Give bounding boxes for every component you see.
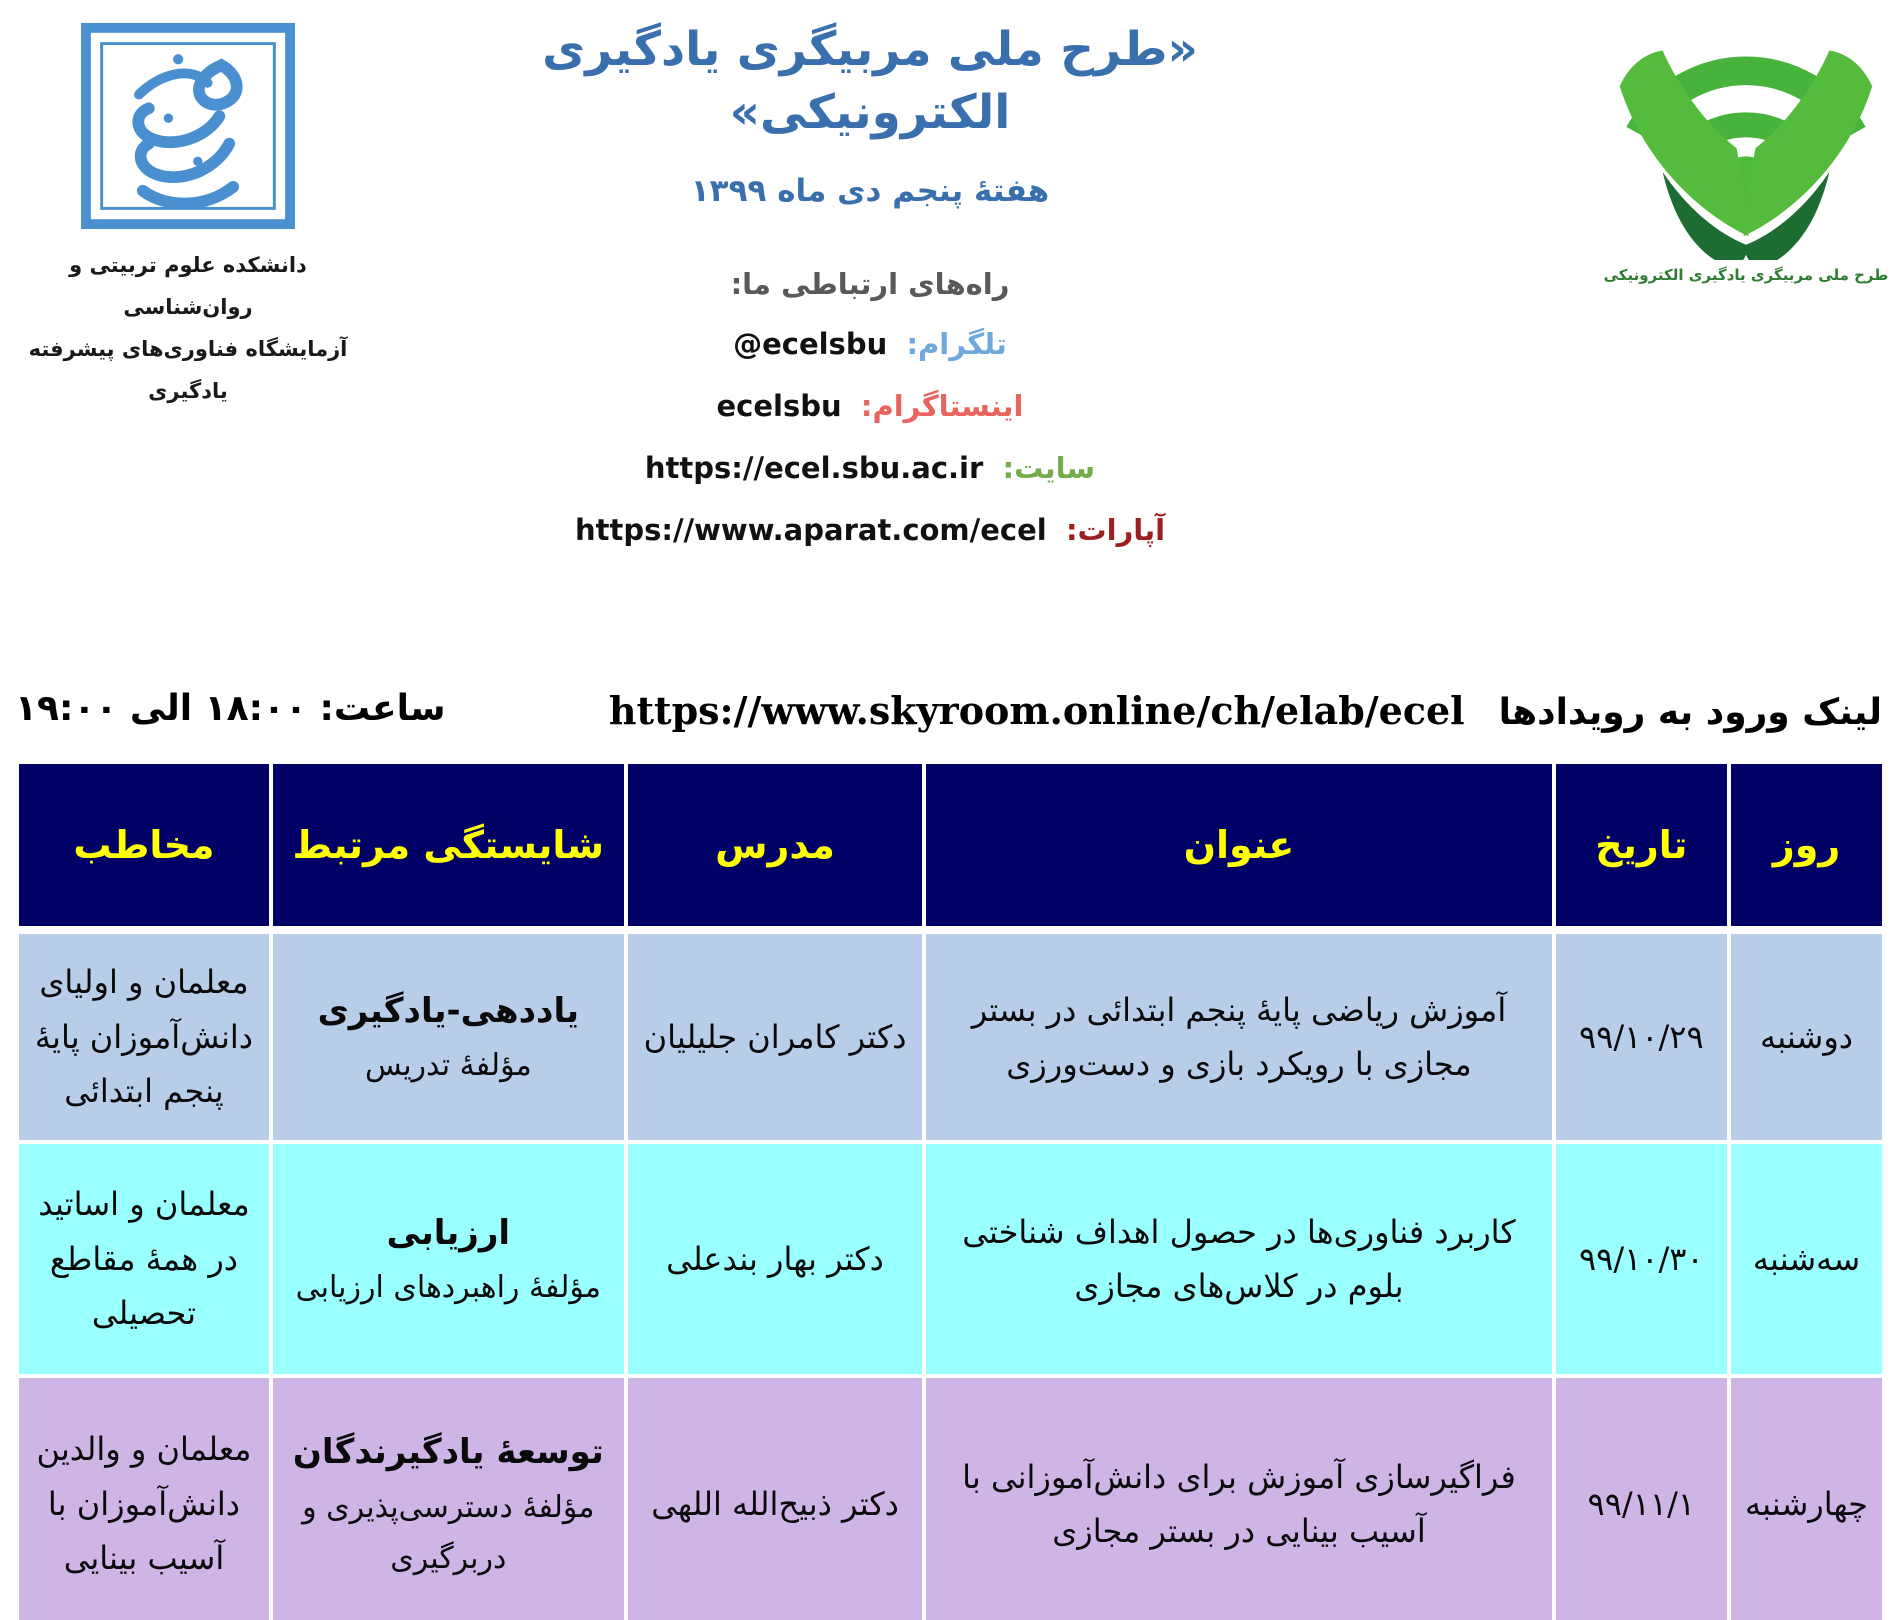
cell-date: ۹۹/۱۰/۳۰ <box>1551 1140 1732 1378</box>
university-logo <box>81 22 295 230</box>
program-logo-block: طرح ملی مربیگری یادگیری الکترونیکی <box>1598 10 1894 284</box>
telegram-handle[interactable]: @ecelsbu <box>733 326 888 361</box>
contact-section: راه‌های ارتباطی ما: تلگرام: @ecelsbu این… <box>400 267 1340 547</box>
header-row: روز تاریخ عنوان مدرس شایستگی مرتبط مخاطب <box>15 760 1886 934</box>
telegram-label: تلگرام: <box>906 326 1007 361</box>
events-link-label: لینک ورود به رویدادها <box>1498 692 1882 733</box>
website-url[interactable]: https://ecel.sbu.ac.ir <box>644 450 984 485</box>
contact-website: سایت: https://ecel.sbu.ac.ir <box>400 451 1340 485</box>
faculty-name: دانشکده علوم تربیتی و روان‌شناسی <box>69 253 307 319</box>
events-link-url[interactable]: https://www.skyroom.online/ch/elab/ecel <box>608 688 1465 733</box>
session-time: ساعت: ۱۸:۰۰ الی ۱۹:۰۰ <box>15 688 446 729</box>
competency-main: توسعهٔ یادگیرندگان <box>292 1432 604 1473</box>
cell-instructor: دکتر ذبیح‌الله اللهی <box>623 1374 927 1620</box>
website-label: سایت: <box>1002 450 1096 485</box>
cell-day: چهارشنبه <box>1727 1374 1886 1620</box>
session-row-monday: دوشنبه ۹۹/۱۰/۲۹ آموزش ریاضی پایهٔ پنجم ا… <box>15 928 1886 1144</box>
cell-audience: معلمان و اولیای دانش‌آموزان پایهٔ پنجم ا… <box>15 928 273 1144</box>
week-subtitle: هفتهٔ پنجم دی ماه ۱۳۹۹ <box>690 172 1050 209</box>
center-block: «طرح ملی مربیگری یادگیری الکترونیکی» هفت… <box>400 18 1340 575</box>
program-logo <box>1619 50 1873 269</box>
col-audience: مخاطب <box>15 760 273 934</box>
university-captions: دانشکده علوم تربیتی و روان‌شناسی آزمایشگ… <box>8 244 368 412</box>
cell-audience: معلمان و اساتید در همهٔ مقاطع تحصیلی <box>15 1140 273 1378</box>
col-day: روز <box>1727 760 1886 934</box>
events-link-row: ساعت: ۱۸:۰۰ الی ۱۹:۰۰ لینک ورود به رویدا… <box>0 688 1900 742</box>
cell-competency: ارزیابی مؤلفهٔ راهبردهای ارزیابی <box>268 1140 628 1378</box>
contact-telegram: تلگرام: @ecelsbu <box>400 327 1340 361</box>
cell-instructor: دکتر بهار بندعلی <box>623 1140 927 1378</box>
schedule-table-wrap: روز تاریخ عنوان مدرس شایستگی مرتبط مخاطب… <box>15 760 1886 1620</box>
schedule-table: روز تاریخ عنوان مدرس شایستگی مرتبط مخاطب… <box>15 760 1886 1620</box>
contact-aparat: آپارات: https://www.aparat.com/ecel <box>400 513 1340 547</box>
cell-date: ۹۹/۱۱/۱ <box>1551 1374 1732 1620</box>
cell-instructor: دکتر کامران جلیلیان <box>623 928 927 1144</box>
competency-main: ارزیابی <box>386 1212 511 1253</box>
col-title: عنوان <box>922 760 1556 934</box>
instagram-handle[interactable]: ecelsbu <box>716 388 842 423</box>
competency-sub: مؤلفهٔ دسترسی‌پذیری و دربرگیری <box>302 1489 595 1576</box>
program-logo-caption: طرح ملی مربیگری یادگیری الکترونیکی <box>1603 266 1889 284</box>
contact-heading: راه‌های ارتباطی ما: <box>730 266 1010 301</box>
cell-title: کاربرد فناوری‌ها در حصول اهداف شناختی بل… <box>922 1140 1556 1378</box>
cell-day: سه‌شنبه <box>1727 1140 1886 1378</box>
competency-sub: مؤلفهٔ راهبردهای ارزیابی <box>295 1270 601 1306</box>
cell-day: دوشنبه <box>1727 928 1886 1144</box>
events-link-group: لینک ورود به رویدادها https://www.skyroo… <box>609 688 1882 733</box>
col-instructor: مدرس <box>623 760 927 934</box>
cell-title: آموزش ریاضی پایهٔ پنجم ابتدائی در بستر م… <box>922 928 1556 1144</box>
aparat-url[interactable]: https://www.aparat.com/ecel <box>574 512 1047 547</box>
cell-competency: توسعهٔ یادگیرندگان مؤلفهٔ دسترسی‌پذیری و… <box>268 1374 628 1620</box>
instagram-label: اینستاگرام: <box>860 388 1024 423</box>
session-row-wednesday: چهارشنبه ۹۹/۱۱/۱ فراگیرسازی آموزش برای د… <box>15 1374 1886 1620</box>
session-row-tuesday: سه‌شنبه ۹۹/۱۰/۳۰ کاربرد فناوری‌ها در حصو… <box>15 1140 1886 1378</box>
competency-sub: مؤلفهٔ تدریس <box>364 1048 532 1084</box>
cell-audience: معلمان و والدین دانش‌آموزان با آسیب بینا… <box>15 1374 273 1620</box>
col-competency: شایستگی مرتبط <box>268 760 628 934</box>
page-title: «طرح ملی مربیگری یادگیری الکترونیکی» <box>542 22 1198 141</box>
aparat-label: آپارات: <box>1065 512 1166 547</box>
cell-title: فراگیرسازی آموزش برای دانش‌آموزانی با آس… <box>922 1374 1556 1620</box>
university-block: دانشکده علوم تربیتی و روان‌شناسی آزمایشگ… <box>8 22 368 412</box>
contact-instagram: اینستاگرام: ecelsbu <box>400 389 1340 423</box>
col-date: تاریخ <box>1551 760 1732 934</box>
cell-date: ۹۹/۱۰/۲۹ <box>1551 928 1732 1144</box>
competency-main: یاددهی-یادگیری <box>317 990 580 1031</box>
cell-competency: یاددهی-یادگیری مؤلفهٔ تدریس <box>268 928 628 1144</box>
lab-name: آزمایشگاه فناوری‌های پیشرفته یادگیری <box>28 337 348 403</box>
